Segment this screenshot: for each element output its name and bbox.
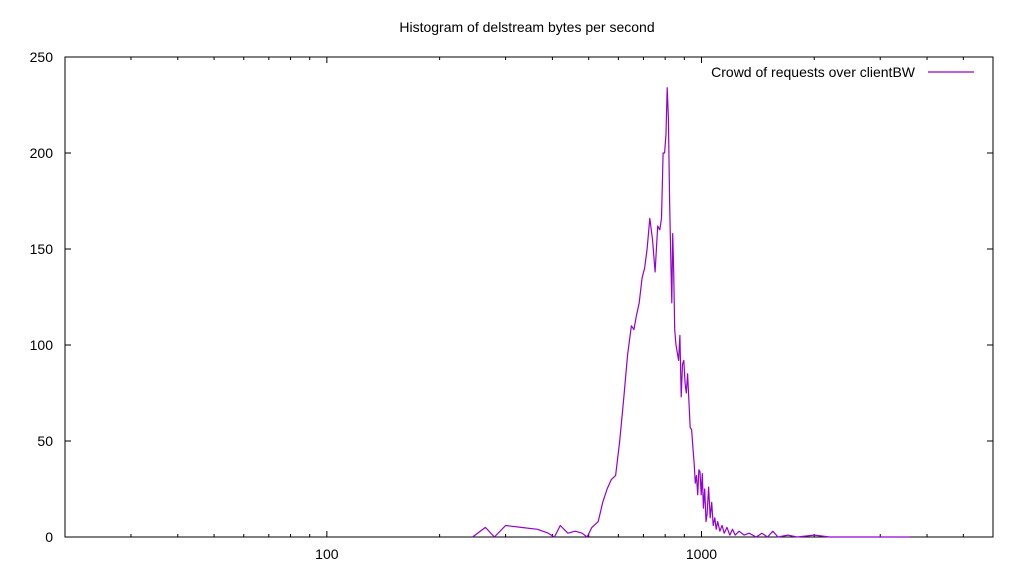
y-tick-label: 0 — [45, 529, 53, 545]
y-tick-label: 50 — [37, 433, 53, 449]
y-axis: 0 50 100 150 200 250 — [30, 49, 993, 545]
y-tick-label: 100 — [30, 337, 54, 353]
legend-label: Crowd of requests over clientBW — [711, 64, 916, 80]
legend: Crowd of requests over clientBW — [711, 64, 974, 80]
y-tick-label: 150 — [30, 241, 54, 257]
chart-title: Histogram of delstream bytes per second — [399, 19, 654, 35]
x-axis: 100 1000 — [64, 57, 994, 562]
series-layer — [472, 87, 910, 538]
y-tick-label: 250 — [30, 49, 54, 65]
y-tick-label: 200 — [30, 145, 54, 161]
x-tick-label: 1000 — [686, 546, 717, 562]
series-line — [472, 87, 910, 538]
x-tick-label: 100 — [315, 546, 339, 562]
plot-frame — [64, 56, 994, 538]
